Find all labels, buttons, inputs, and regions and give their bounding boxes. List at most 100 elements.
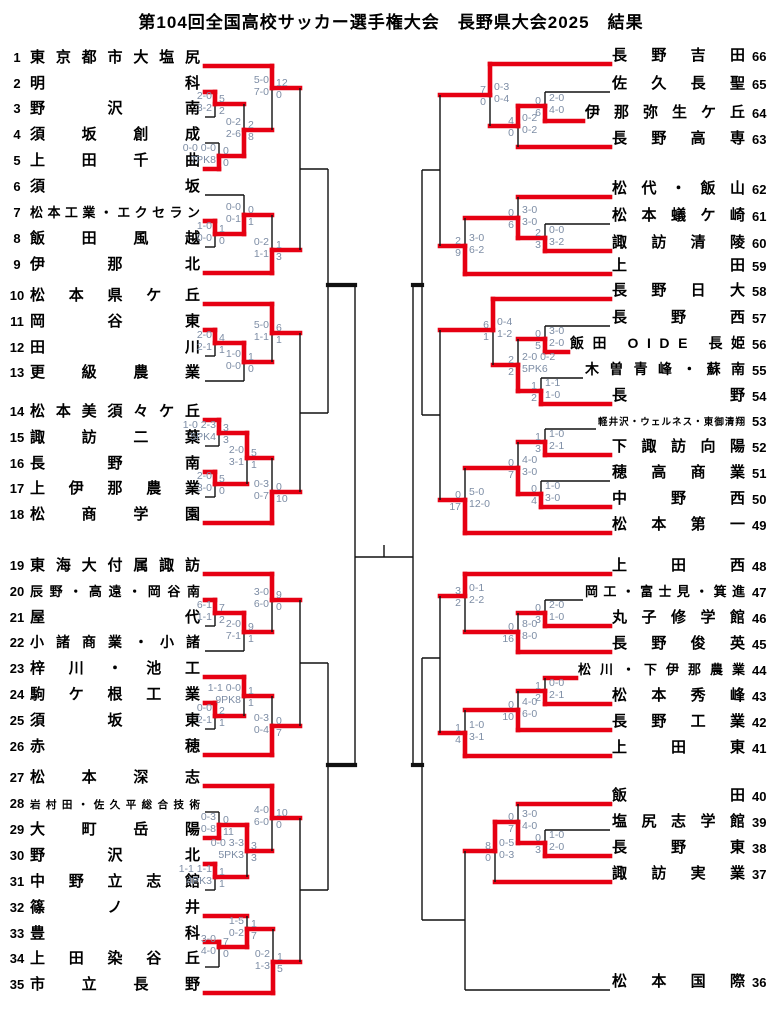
team-label-40: 飯田 <box>611 786 745 804</box>
score-total-bottom-18: 1 <box>248 633 254 645</box>
team-seed-55: 55 <box>752 363 766 378</box>
score-half2-10: 1-1 <box>254 331 269 343</box>
score-half1-20: 0-0 <box>197 702 212 714</box>
team-seed-7: 7 <box>13 205 20 220</box>
team-seed-48: 48 <box>752 559 766 574</box>
score-total-bottom-55: 4 <box>455 734 461 746</box>
team-label-32: 篠ノ井 <box>30 898 200 916</box>
score-half1-10: 5-0 <box>254 319 269 331</box>
score-half1-57: 1-0 <box>549 829 564 841</box>
score-half1-59: 0-5 <box>499 837 514 849</box>
team-seed-38: 38 <box>752 841 766 856</box>
score-total-top-13: 5 <box>251 447 257 459</box>
team-seed-5: 5 <box>13 153 20 168</box>
score-half2-50: 1-0 <box>549 611 564 623</box>
team-label-9: 伊那北 <box>29 255 200 273</box>
team-seed-27: 27 <box>10 770 24 785</box>
score-half1-37: 3-0 <box>522 204 537 216</box>
score-half1-53: 0-0 <box>549 677 564 689</box>
score-half1-42: 2-0 0-2 <box>522 351 555 363</box>
team-label-44: 松川・下伊那農業 <box>578 662 746 677</box>
score-total-top-33: 0 <box>535 95 541 107</box>
score-total-bottom-11: 3 <box>223 434 229 446</box>
score-total-bottom-41: 2 <box>531 392 537 404</box>
score-total-top-22: 0 <box>276 715 282 727</box>
score-total-top-44: 1 <box>535 431 541 443</box>
score-total-top-29: 1 <box>251 918 257 930</box>
score-half1-14: 0-3 <box>254 478 269 490</box>
score-total-bottom-53: 2 <box>535 692 541 704</box>
score-total-top-41: 1 <box>531 380 537 392</box>
team-label-29: 大町岳陽 <box>30 820 200 838</box>
team-label-18: 松商学園 <box>30 505 200 523</box>
team-seed-64: 64 <box>752 106 767 121</box>
team-seed-65: 65 <box>752 77 766 92</box>
score-total-bottom-5: 1 <box>248 216 254 228</box>
score-half1-1: 0-0 0-0 <box>183 142 216 154</box>
score-total-bottom-8: 1 <box>219 344 225 356</box>
score-half2-40: 2-0 <box>549 337 564 349</box>
score-half1-52: 0-1 <box>469 582 484 594</box>
score-total-top-47: 0 <box>455 489 461 501</box>
score-total-top-8: 4 <box>219 332 225 344</box>
score-total-bottom-22: 7 <box>276 727 282 739</box>
score-total-top-58: 0 <box>508 811 514 823</box>
score-half1-47: 5-0 <box>469 486 484 498</box>
team-label-11: 岡谷東 <box>30 312 200 330</box>
team-label-63: 長野高専 <box>612 129 745 147</box>
team-label-50: 中野西 <box>612 489 745 507</box>
score-total-bottom-51: 16 <box>502 633 514 645</box>
team-label-38: 長野東 <box>612 838 745 856</box>
score-total-bottom-37: 6 <box>508 219 514 231</box>
team-seed-9: 9 <box>13 257 20 272</box>
team-seed-21: 21 <box>10 610 24 625</box>
team-seed-56: 56 <box>752 337 766 352</box>
team-label-27: 松本深志 <box>30 768 200 786</box>
score-total-bottom-13: 1 <box>251 459 257 471</box>
team-seed-6: 6 <box>13 179 20 194</box>
score-half1-30: 0-2 <box>255 948 270 960</box>
score-half2-3: 7-0 <box>254 86 269 98</box>
team-label-14: 松本美須々ケ丘 <box>30 402 200 420</box>
team-label-57: 長野西 <box>612 309 745 326</box>
team-seed-44: 44 <box>752 663 767 678</box>
team-label-66: 長野吉田 <box>612 46 745 64</box>
team-label-4: 須坂創成 <box>29 125 200 143</box>
team-seed-25: 25 <box>10 713 24 728</box>
score-half2-5: 0-1 <box>226 213 241 225</box>
score-total-bottom-21: 1 <box>248 697 254 709</box>
score-total-top-20: 2 <box>219 705 225 717</box>
score-half1-36: 0-0 <box>549 224 564 236</box>
team-label-47: 岡工・富士見・箕進 <box>585 584 745 599</box>
team-label-59: 上田 <box>612 257 745 274</box>
score-total-bottom-45: 4 <box>531 495 537 507</box>
score-total-top-50: 0 <box>535 602 541 614</box>
score-half1-46: 4-0 <box>522 454 537 466</box>
score-half2-8: 2-1 <box>197 341 212 353</box>
score-total-bottom-29: 7 <box>251 930 257 942</box>
team-seed-34: 34 <box>10 951 25 966</box>
score-half1-21: 1-1 0-0 <box>208 682 241 694</box>
team-seed-20: 20 <box>10 584 24 599</box>
team-label-52: 下諏訪向陽 <box>612 437 745 455</box>
team-seed-60: 60 <box>752 236 766 251</box>
score-total-bottom-24: 11 <box>223 826 234 838</box>
score-total-top-4: 1 <box>219 223 225 235</box>
score-half1-33: 2-0 <box>549 92 564 104</box>
team-label-43: 松本秀峰 <box>612 686 746 704</box>
score-half1-43: 0-4 <box>497 316 512 328</box>
score-total-top-2: 2 <box>248 119 254 131</box>
score-half2-21: 9PK8 <box>215 694 241 706</box>
score-half2-22: 0-4 <box>254 724 269 736</box>
score-total-bottom-52: 2 <box>455 597 461 609</box>
score-half1-29: 1-5 <box>229 915 244 927</box>
team-label-21: 屋代 <box>30 608 200 626</box>
team-label-31: 中野立志館 <box>30 872 200 890</box>
score-total-top-54: 0 <box>508 699 514 711</box>
score-half1-58: 3-0 <box>522 808 537 820</box>
score-half2-4: 0-0 <box>197 232 212 244</box>
score-half2-43: 1-2 <box>497 328 512 340</box>
score-total-top-42: 2 <box>508 354 514 366</box>
team-label-54: 長野 <box>612 387 745 404</box>
team-seed-28: 28 <box>10 796 24 811</box>
